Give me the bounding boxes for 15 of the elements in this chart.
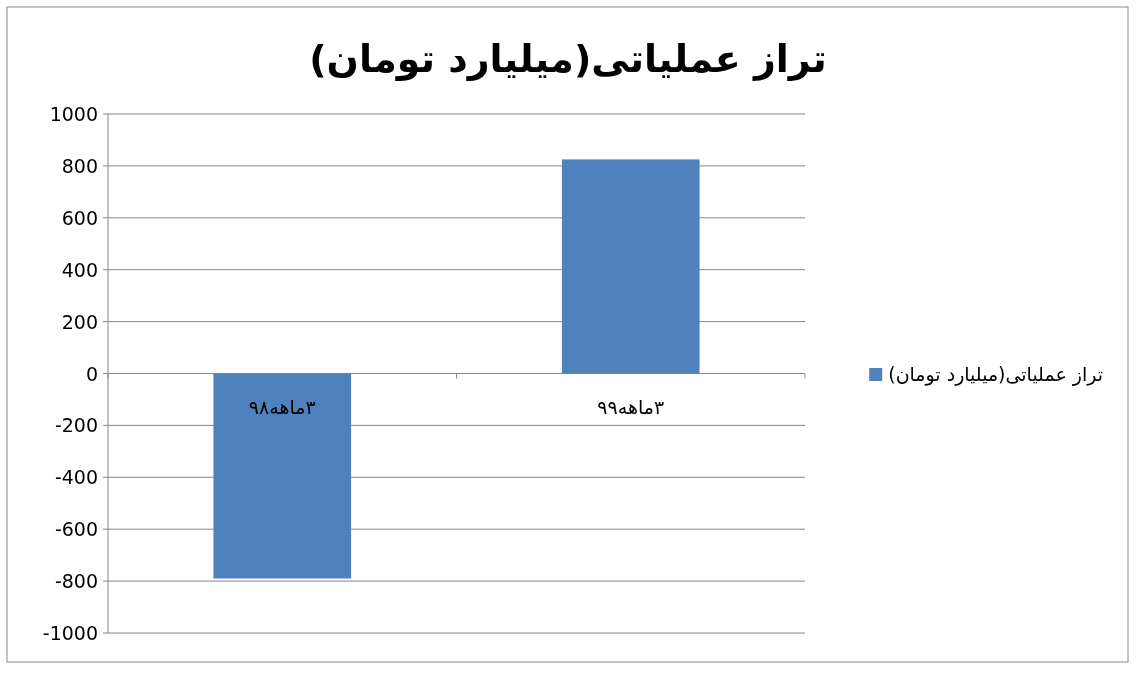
y-tick-label: -800 — [54, 570, 98, 593]
x-tick-label: ۳ماهه۹۸ — [248, 395, 316, 418]
y-tick-label: -400 — [54, 466, 98, 489]
y-tick-label: -200 — [54, 414, 98, 437]
chart-title: تراز عملیاتی(میلیارد تومان) — [309, 37, 827, 81]
y-tick-label: -600 — [54, 518, 98, 541]
legend-label: تراز عملیاتی(میلیارد تومان) — [888, 363, 1103, 386]
y-tick-label: -1000 — [42, 622, 98, 644]
y-tick-label: 800 — [61, 154, 98, 177]
y-tick-label: 600 — [61, 206, 98, 229]
y-tick-label: 400 — [61, 258, 98, 281]
y-tick-label: 200 — [61, 310, 98, 333]
x-tick-label: ۳ماهه۹۹ — [597, 395, 665, 418]
y-tick-label: 1000 — [49, 103, 98, 125]
y-tick-label: 0 — [85, 362, 98, 385]
